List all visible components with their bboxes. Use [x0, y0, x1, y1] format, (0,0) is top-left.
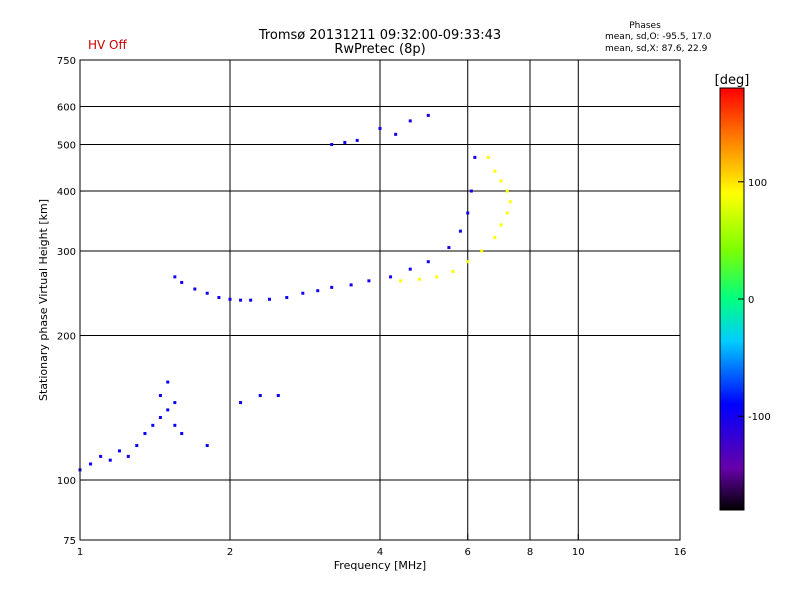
echo-point — [166, 408, 170, 412]
echo-point — [193, 287, 197, 291]
echo-point — [499, 223, 503, 227]
colorbar-tick-label: -100 — [748, 412, 771, 423]
echo-point — [158, 415, 162, 419]
echo-point — [417, 277, 421, 281]
echo-point — [143, 432, 147, 436]
echo-point — [205, 444, 209, 448]
echo-point — [249, 298, 253, 302]
echo-point — [228, 297, 232, 301]
echo-point — [173, 401, 177, 405]
y-tick-label: 100 — [57, 476, 76, 487]
echo-point — [505, 189, 509, 193]
echo-point — [447, 246, 451, 250]
echo-point — [408, 119, 412, 123]
colorbar-label: [deg] — [715, 73, 750, 88]
echo-point — [239, 298, 243, 302]
echo-point — [499, 179, 503, 183]
echo-point — [466, 211, 470, 215]
echo-point — [451, 269, 455, 273]
axis-ticks: 1 2 4 6 8 10 16 75 100 200 300 400 500 600 750 — [57, 56, 686, 558]
echo-point — [343, 140, 347, 144]
echo-point — [301, 291, 305, 295]
chart-subtitle: RwPretec (8p) — [334, 42, 426, 57]
phase-stats-title: Phases — [629, 21, 661, 31]
echo-point — [349, 283, 353, 287]
echo-point — [426, 113, 430, 117]
x-tick-label: 6 — [465, 547, 471, 558]
echo-point — [285, 296, 289, 300]
y-tick-label: 500 — [57, 141, 76, 152]
x-tick-label: 1 — [77, 547, 83, 558]
echo-point — [466, 260, 470, 264]
phase-stats-o: mean, sd,O: -95.5, 17.0 — [605, 32, 712, 42]
y-tick-label: 300 — [57, 247, 76, 258]
x-tick-label: 16 — [674, 547, 687, 558]
echo-point — [126, 454, 130, 458]
echo-point — [480, 249, 484, 253]
colorbar-ticks: -100 0 100 — [738, 178, 771, 423]
echo-point — [217, 296, 221, 300]
hv-status-label: HV Off — [88, 38, 127, 52]
x-tick-label: 4 — [377, 547, 383, 558]
chart-title: Tromsø 20131211 09:32:00-09:33:43 — [258, 28, 502, 43]
y-axis-label: Stationary phase Virtual Height [km] — [37, 199, 50, 401]
echo-point — [505, 211, 509, 215]
echo-point — [180, 432, 184, 436]
echo-point — [135, 444, 139, 448]
echo-point — [394, 132, 398, 136]
x-tick-label: 10 — [572, 547, 585, 558]
echo-point — [166, 380, 170, 384]
echo-point — [493, 169, 497, 173]
echo-point — [173, 423, 177, 427]
x-tick-label: 8 — [527, 547, 533, 558]
echo-point — [108, 458, 112, 462]
echo-point — [486, 155, 490, 159]
colorbar-tick-label: 0 — [748, 295, 754, 306]
echo-point — [239, 401, 243, 405]
colorbar-tick-label: 100 — [748, 178, 767, 189]
echo-point — [276, 394, 280, 398]
echo-point — [458, 229, 462, 233]
echo-point — [89, 462, 93, 466]
y-tick-label: 200 — [57, 332, 76, 343]
data-points — [78, 113, 512, 472]
grid-lines — [80, 60, 680, 540]
echo-point — [330, 285, 334, 289]
echo-point — [158, 394, 162, 398]
echo-point — [389, 275, 393, 279]
x-axis-label: Frequency [MHz] — [334, 559, 426, 572]
phase-stats-x: mean, sd,X: 87.6, 22.9 — [605, 44, 708, 54]
echo-point — [316, 289, 320, 293]
echo-point — [469, 189, 473, 193]
echo-point — [473, 155, 477, 159]
echo-point — [508, 200, 512, 204]
echo-point — [258, 394, 262, 398]
echo-point — [378, 126, 382, 130]
echo-point — [493, 236, 497, 240]
echo-point — [435, 275, 439, 279]
echo-point — [330, 143, 334, 147]
y-tick-label: 400 — [57, 187, 76, 198]
echo-point — [99, 454, 103, 458]
y-tick-label: 750 — [57, 56, 76, 67]
echo-point — [367, 279, 371, 283]
echo-point — [180, 280, 184, 284]
echo-point — [408, 267, 412, 271]
echo-point — [173, 275, 177, 279]
echo-point — [426, 260, 430, 264]
echo-point — [355, 138, 359, 142]
y-tick-label: 600 — [57, 103, 76, 114]
y-tick-label: 75 — [63, 536, 76, 547]
echo-point — [151, 423, 155, 427]
echo-point — [117, 449, 121, 453]
echo-point — [205, 291, 209, 295]
echo-point — [267, 297, 271, 301]
x-tick-label: 2 — [227, 547, 233, 558]
echo-point — [399, 279, 403, 283]
